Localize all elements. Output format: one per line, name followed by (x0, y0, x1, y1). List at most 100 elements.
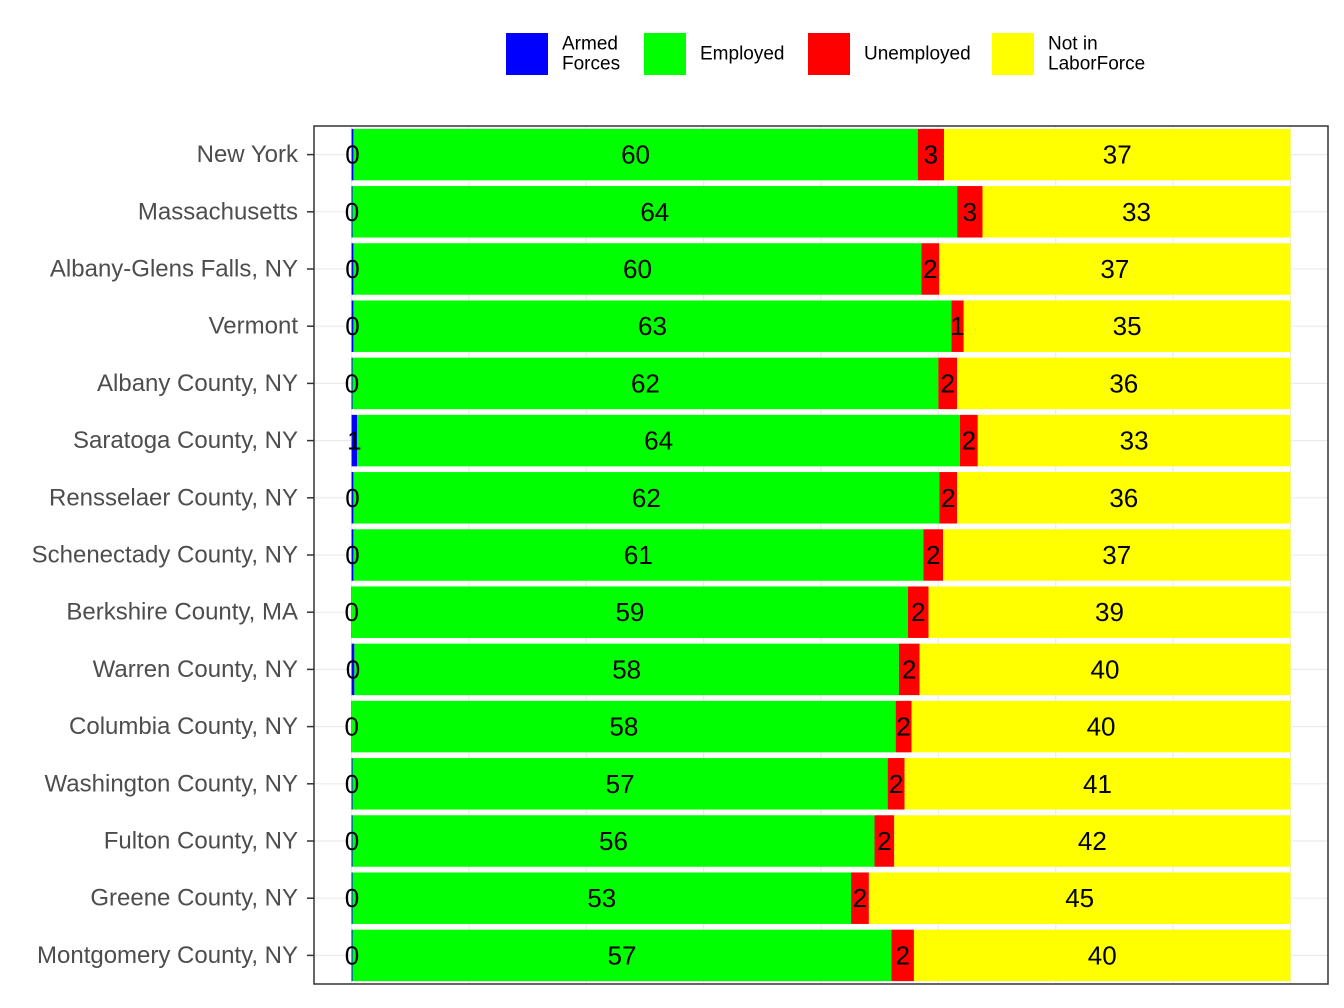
value-label: 42 (1078, 826, 1107, 856)
value-label: 61 (624, 540, 653, 570)
bar-segment (957, 186, 983, 238)
value-label: 0 (346, 654, 360, 684)
value-label: 62 (632, 483, 661, 513)
value-label: 36 (1109, 483, 1138, 513)
bar-segment (353, 243, 922, 295)
bar-segment (913, 929, 1291, 982)
bar-segment (977, 414, 1291, 467)
bar-segment (353, 300, 952, 352)
value-label: 39 (1095, 597, 1124, 627)
y-tick-label: Saratoga County, NY (73, 427, 298, 454)
value-label: 0 (345, 597, 359, 627)
value-label: 0 (345, 140, 359, 170)
value-label: 33 (1120, 426, 1149, 456)
legend-label: Not in (1048, 34, 1098, 55)
bar-segment (928, 586, 1291, 638)
bar-segment (894, 815, 1291, 867)
bar-segment (957, 472, 1291, 524)
bar-segment (911, 700, 1291, 753)
legend-label: Employed (700, 44, 785, 65)
bar-segment (959, 414, 978, 467)
value-label: 56 (599, 826, 628, 856)
value-label: 33 (1122, 197, 1151, 227)
bar-segment (351, 872, 353, 924)
legend-label: Forces (562, 54, 620, 75)
bar-segment (352, 357, 939, 410)
value-label: 40 (1091, 654, 1120, 684)
value-label: 1 (950, 311, 964, 341)
value-label: 45 (1065, 883, 1094, 913)
value-label: 40 (1088, 940, 1117, 970)
value-label: 41 (1083, 769, 1112, 799)
value-label: 59 (615, 597, 644, 627)
value-label: 40 (1087, 712, 1116, 742)
value-label: 2 (853, 883, 867, 913)
bars (351, 128, 1291, 982)
bar-segment (351, 300, 354, 352)
value-label: 0 (345, 197, 359, 227)
value-label: 60 (621, 140, 650, 170)
bar-segment (353, 472, 940, 524)
value-label: 0 (345, 826, 359, 856)
bar-segment (352, 929, 892, 982)
value-label: 58 (612, 654, 641, 684)
bar-segment (957, 357, 1291, 410)
value-label: 62 (631, 368, 660, 398)
value-label: 37 (1102, 540, 1131, 570)
value-label: 53 (587, 883, 616, 913)
y-tick-label: Albany County, NY (97, 370, 298, 397)
bar-segment (887, 758, 905, 810)
bar-segment (898, 643, 920, 696)
bar-segment (943, 529, 1291, 581)
legend-label: Unemployed (864, 44, 971, 65)
value-label: 0 (345, 940, 359, 970)
bar-segment (351, 472, 354, 524)
bar-segment (851, 872, 869, 924)
value-label: 3 (963, 197, 977, 227)
bar-segment (351, 414, 358, 467)
value-label: 37 (1103, 140, 1132, 170)
value-label: 2 (911, 597, 925, 627)
value-label: 2 (896, 712, 910, 742)
y-axis: New York Massachusetts Albany-Glens Falls,… (32, 141, 314, 969)
value-label: 64 (640, 197, 669, 227)
value-label: 2 (923, 254, 937, 284)
value-label: 57 (606, 769, 635, 799)
value-label: 0 (345, 483, 359, 513)
value-label: 2 (889, 769, 903, 799)
value-label: 0 (345, 540, 359, 570)
bar-segment (921, 243, 940, 295)
value-label: 2 (941, 483, 955, 513)
bar-segment (354, 643, 899, 696)
bar-segment (352, 586, 908, 638)
y-tick-label: Vermont (209, 313, 299, 340)
bar-segment (919, 643, 1291, 696)
y-tick-label: Rensselaer County, NY (49, 484, 298, 511)
value-label: 0 (345, 254, 359, 284)
bar-segment (938, 357, 958, 410)
bar-segment (982, 186, 1291, 238)
value-label: 35 (1113, 311, 1142, 341)
bar-segment (943, 128, 1291, 181)
value-label: 58 (609, 712, 638, 742)
bar-segment (351, 529, 354, 581)
bar-segment (352, 815, 875, 867)
y-tick-label: Fulton County, NY (104, 828, 298, 855)
bar-segment (923, 529, 944, 581)
y-tick-label: Berkshire County, MA (66, 599, 298, 626)
y-tick-label: Albany-Glens Falls, NY (50, 256, 298, 283)
value-label: 2 (962, 426, 976, 456)
bar-segment (917, 128, 944, 181)
legend-key (992, 33, 1034, 75)
bar-segment (351, 815, 353, 867)
bar-segment (351, 758, 353, 810)
bar-segment (353, 529, 924, 581)
value-label: 0 (345, 883, 359, 913)
bar-segment (904, 758, 1291, 810)
value-label: 2 (941, 368, 955, 398)
legend-key (506, 33, 548, 75)
bar-segment (351, 186, 353, 238)
value-label: 37 (1100, 254, 1129, 284)
value-label: 57 (607, 940, 636, 970)
